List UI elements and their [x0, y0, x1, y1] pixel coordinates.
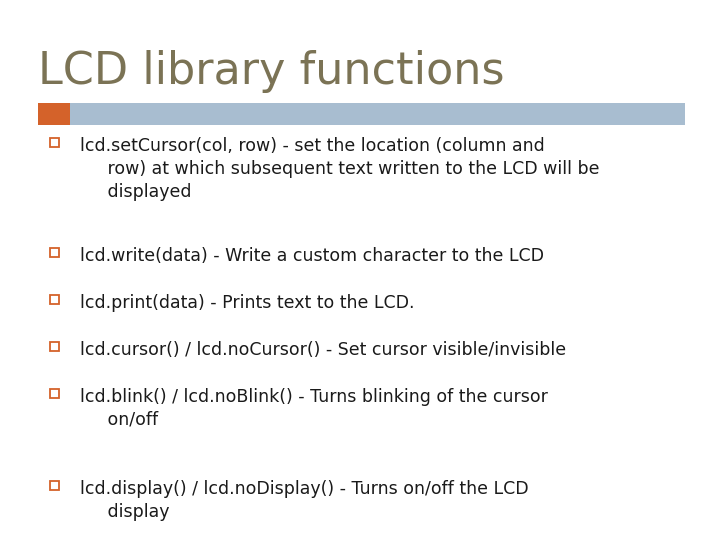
Text: lcd.blink() / lcd.noBlink() - Turns blinking of the cursor
     on/off: lcd.blink() / lcd.noBlink() - Turns blin… — [80, 388, 548, 429]
Bar — [50, 481, 59, 490]
Text: LCD library functions: LCD library functions — [38, 50, 505, 93]
Text: lcd.setCursor(col, row) - set the location (column and
     row) at which subseq: lcd.setCursor(col, row) - set the locati… — [80, 137, 600, 201]
Bar — [70, 103, 685, 125]
Bar — [50, 342, 59, 351]
Bar — [50, 248, 59, 257]
Text: lcd.print(data) - Prints text to the LCD.: lcd.print(data) - Prints text to the LCD… — [80, 294, 415, 312]
Bar — [50, 138, 59, 147]
Bar — [50, 295, 59, 304]
Text: lcd.cursor() / lcd.noCursor() - Set cursor visible/invisible: lcd.cursor() / lcd.noCursor() - Set curs… — [80, 341, 566, 359]
Text: lcd.write(data) - Write a custom character to the LCD: lcd.write(data) - Write a custom charact… — [80, 247, 544, 265]
Bar — [50, 389, 59, 398]
Bar — [38, 103, 70, 125]
Text: lcd.display() / lcd.noDisplay() - Turns on/off the LCD
     display: lcd.display() / lcd.noDisplay() - Turns … — [80, 480, 528, 521]
